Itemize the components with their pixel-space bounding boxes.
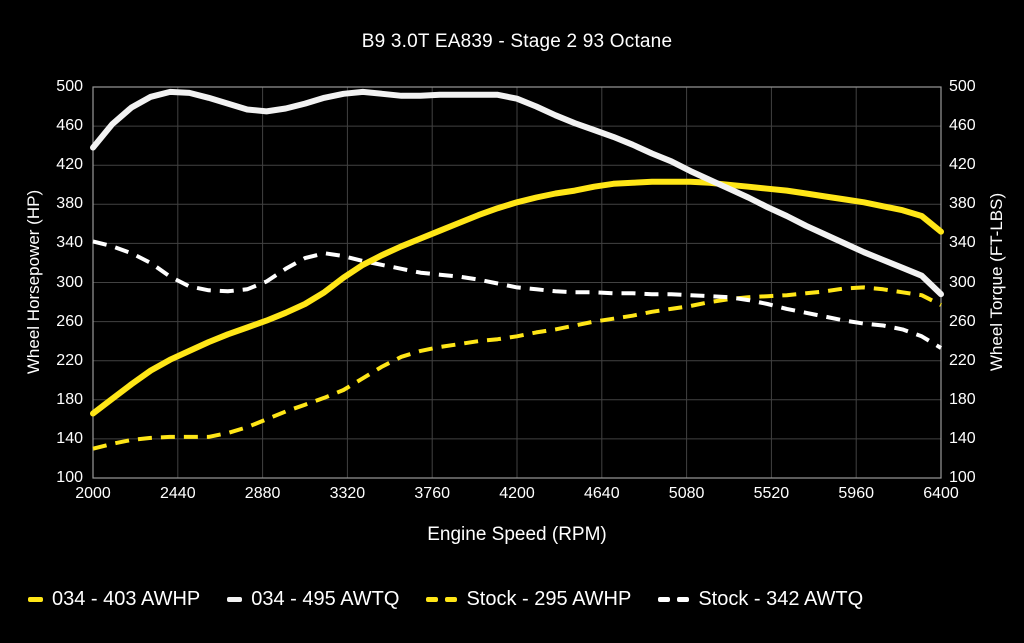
y-tick-left: 220 [56,351,83,369]
y-tick-right: 260 [949,312,976,330]
x-tick: 6400 [923,485,959,502]
legend-label: Stock - 295 AWHP [466,588,632,610]
legend-label: 034 - 403 AWHP [52,588,201,610]
x-tick: 5960 [838,485,874,502]
y-tick-left: 180 [56,390,83,408]
legend-item-034-495-awtq: 034 - 495 AWTQ [227,588,399,611]
chart-title: B9 3.0T EA839 - Stage 2 93 Octane [361,31,673,52]
y-tick-right: 220 [949,351,976,369]
y-tick-left: 420 [56,156,83,174]
y-tick-left: 500 [56,78,83,95]
curve-034-403-awhp [90,178,944,417]
x-tick: 2000 [75,485,111,502]
y-tick-right: 180 [949,390,976,408]
y-tick-left: 300 [56,273,83,291]
legend-label: 034 - 495 AWTQ [251,588,400,610]
y-tick-left: 100 [56,469,83,486]
y-axis-label-right: Wheel Torque (FT-LBS) [987,192,1006,372]
curve-034-495-awtq [90,88,944,298]
x-tick: 4640 [584,485,620,502]
y-tick-left: 340 [56,234,83,252]
legend-item-034-403-awhp: 034 - 403 AWHP [28,588,200,611]
x-tick: 3320 [329,485,366,502]
x-tick: 2440 [160,485,196,502]
y-tick-left: 140 [56,429,83,447]
x-axis-label: Engine Speed (RPM) [427,524,607,545]
legend-item-stock-295-awhp: Stock - 295 AWHP [426,588,631,611]
legend-label: Stock - 342 AWTQ [698,588,864,610]
x-tick: 5520 [753,485,790,502]
legend-dash [28,597,43,602]
legend-item-stock-342-awtq: Stock - 342 AWTQ [658,588,863,611]
y-tick-right: 500 [949,78,976,95]
curve-stock-295-awhp [92,285,942,451]
y-tick-right: 340 [949,234,976,252]
y-tick-right: 140 [949,429,976,447]
dashed-line-swatch-icon [426,597,458,602]
solid-line-swatch-icon [227,597,243,602]
y-tick-right: 100 [949,469,976,486]
x-tick: 3760 [414,485,450,502]
y-tick-right: 460 [949,117,976,135]
y-tick-left: 460 [56,117,83,135]
x-tick: 2880 [244,485,281,502]
dashed-line-swatch-icon [658,597,690,602]
y-tick-left: 380 [56,195,83,213]
x-tick: 5080 [668,485,705,502]
y-tick-right: 300 [949,273,976,291]
plot-border [92,86,942,479]
legend-dash [445,597,458,602]
curve-stock-342-awtq [92,239,943,350]
y-axis-label-left: Wheel Horsepower (HP) [24,189,43,375]
y-tick-left: 260 [56,312,83,330]
legend-dash [677,597,690,602]
y-tick-right: 380 [949,195,976,213]
legend-dash [658,597,671,602]
legend-dash [426,597,439,602]
x-tick: 4200 [499,485,535,502]
solid-line-swatch-icon [28,597,43,602]
legend-dash [227,597,243,602]
legend: 034 - 403 AWHP 034 - 495 AWTQ Stock - 295 … [28,588,863,611]
y-tick-right: 420 [949,156,976,174]
